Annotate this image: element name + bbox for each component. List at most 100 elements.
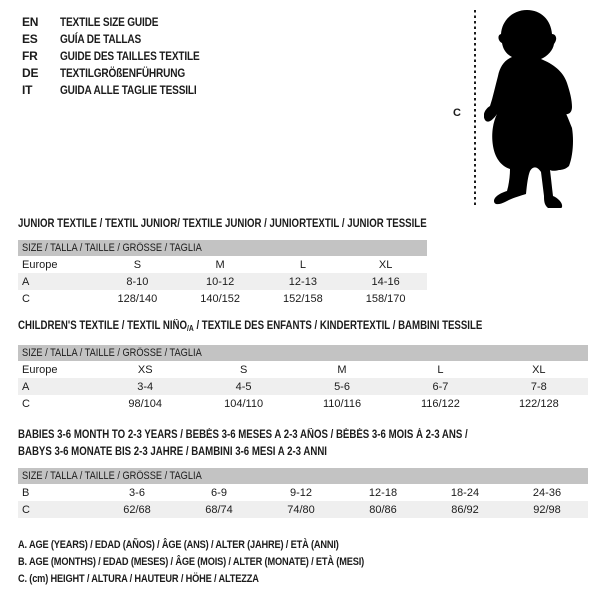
junior-table-rows: Europe S M L XL A 8-10 10-12 12-13 14-16… [18,256,427,307]
legend-line-c-text: C. (cm) HEIGHT / ALTURA / HAUTEUR / HÖHE… [18,573,259,585]
size-cell: 74/80 [287,503,315,516]
size-cell: 62/68 [123,503,151,516]
legend-line-c: C. (cm) HEIGHT / ALTURA / HAUTEUR / HÖHE… [18,571,430,588]
babies-title-line2-text: BABYS 3-6 MONATE BIS 2-3 JAHRE / BAMBINI… [18,446,327,458]
size-cell: 158/170 [365,292,406,305]
junior-table-title-text: JUNIOR TEXTILE / TEXTIL JUNIOR/ TEXTILE … [18,218,427,230]
language-title: TEXTILE SIZE GUIDE [60,14,159,29]
children-title-subscript: /A [187,324,194,333]
size-header-text: SIZE / TALLA / TAILLE / GRÖSSE / TAGLIA [22,470,202,482]
size-cell: 7-8 [530,380,547,393]
size-cell: XS [137,363,153,376]
row-label-cell: C [22,397,30,410]
size-cell: L [437,363,444,376]
size-cell: 140/152 [200,292,240,305]
language-title: GUIDE DES TAILLES TEXTILE [60,48,200,63]
babies-table-rows: B 3-6 6-9 9-12 12-18 18-24 24-36 C 62/68… [18,484,588,518]
toddler-silhouette-image [484,10,573,208]
measurement-legend: A. AGE (YEARS) / EDAD (AÑOS) / ÂGE (ANS)… [18,537,430,588]
size-cell: 104/110 [224,397,264,410]
size-header-bar: SIZE / TALLA / TAILLE / GRÖSSE / TAGLIA [18,240,427,256]
size-header-text: SIZE / TALLA / TAILLE / GRÖSSE / TAGLIA [22,347,202,359]
row-label-cell: C [22,292,30,305]
size-cell: 10-12 [206,275,235,288]
row-label-cell: Europe [22,363,58,376]
size-cell: 80/86 [369,503,397,516]
size-cell: M [215,258,225,271]
junior-table-title: JUNIOR TEXTILE / TEXTIL JUNIOR/ TEXTILE … [18,216,504,232]
size-cell: 14-16 [371,275,400,288]
size-cell: 8-10 [126,275,149,288]
language-row: ES GUÍA DE TALLAS [22,30,226,47]
size-cell: 18-24 [450,486,480,499]
size-cell: 6-7 [432,380,449,393]
size-cell: 6-9 [211,486,227,499]
table-row: B 3-6 6-9 9-12 12-18 18-24 24-36 [18,484,588,501]
size-cell: 9-12 [289,486,313,499]
size-cell: 24-36 [532,486,562,499]
table-row: Europe XS S M L XL [18,361,588,378]
size-cell: 98/104 [128,397,163,410]
legend-line-b: B. AGE (MONTHS) / EDAD (MESES) / ÂGE (MO… [18,554,430,571]
row-label-cell: C [22,503,30,516]
language-code: ES [22,31,38,46]
size-cell: 12-13 [288,275,317,288]
size-cell: 3-6 [129,486,145,499]
language-row: EN TEXTILE SIZE GUIDE [22,13,226,30]
row-label-cell: A [22,380,30,393]
size-header-text: SIZE / TALLA / TAILLE / GRÖSSE / TAGLIA [22,242,202,254]
size-cell: 152/158 [282,292,323,305]
language-title: GUIDA ALLE TAGLIE TESSILI [60,82,197,97]
size-cell: 128/140 [117,292,158,305]
size-cell: S [239,363,248,376]
children-size-table: SIZE / TALLA / TAILLE / GRÖSSE / TAGLIA … [18,345,588,412]
legend-line-a-text: A. AGE (YEARS) / EDAD (AÑOS) / ÂGE (ANS)… [18,539,339,551]
children-table-title-text: CHILDREN'S TEXTILE / TEXTIL NIÑO/A / TEX… [18,318,482,337]
table-row: A 8-10 10-12 12-13 14-16 [18,273,427,290]
table-row: C 98/104 104/110 110/116 116/122 122/128 [18,395,588,412]
size-cell: XL [532,363,546,376]
language-row: DE TEXTILGRÖßENFÜHRUNG [22,64,226,81]
children-table-rows: Europe XS S M L XL A 3-4 4-5 5-6 6-7 7-8… [18,361,588,412]
table-row: C 128/140 140/152 152/158 158/170 [18,290,427,307]
size-cell: S [133,258,142,271]
size-header-bar: SIZE / TALLA / TAILLE / GRÖSSE / TAGLIA [18,345,588,361]
babies-title-line1-text: BABIES 3-6 MONTH TO 2-3 YEARS / BEBÉS 3-… [18,429,468,441]
size-cell: 12-18 [368,486,398,499]
legend-line-a: A. AGE (YEARS) / EDAD (AÑOS) / ÂGE (ANS)… [18,537,430,554]
babies-size-table: SIZE / TALLA / TAILLE / GRÖSSE / TAGLIA … [18,468,588,518]
language-title: GUÍA DE TALLAS [60,31,142,46]
children-title-prefix: CHILDREN'S TEXTILE / TEXTIL NIÑO [18,320,188,332]
table-row: A 3-4 4-5 5-6 6-7 7-8 [18,378,588,395]
table-row: Europe S M L XL [18,256,427,273]
row-label-cell: B [22,486,30,499]
language-code: DE [22,65,39,80]
language-row: IT GUIDA ALLE TAGLIE TESSILI [22,81,226,98]
size-cell: 122/128 [518,397,559,410]
table-row: C 62/68 68/74 74/80 80/86 86/92 92/98 [18,501,588,518]
language-row: FR GUIDE DES TAILLES TEXTILE [22,47,226,64]
size-cell: 110/116 [322,397,362,410]
size-cell: 116/122 [420,397,460,410]
children-table-title: CHILDREN'S TEXTILE / TEXTIL NIÑO/A / TEX… [18,318,571,337]
size-cell: M [337,363,347,376]
size-cell: 92/98 [533,503,561,516]
size-cell: 4-5 [235,380,252,393]
size-cell: 3-4 [137,380,154,393]
height-measure-label: C [453,107,461,119]
language-title-list: EN TEXTILE SIZE GUIDE ES GUÍA DE TALLAS … [22,13,226,98]
junior-size-table: SIZE / TALLA / TAILLE / GRÖSSE / TAGLIA … [18,240,427,307]
height-measure-line [474,10,476,206]
language-code: FR [22,48,38,63]
size-cell: L [299,258,306,271]
babies-table-title-line2: BABYS 3-6 MONATE BIS 2-3 JAHRE / BAMBINI… [18,444,386,460]
size-cell: XL [378,258,393,271]
row-label-cell: Europe [22,258,58,271]
language-code: EN [22,14,39,29]
row-label-cell: A [22,275,30,288]
babies-table-title-line1: BABIES 3-6 MONTH TO 2-3 YEARS / BEBÉS 3-… [18,427,553,443]
legend-line-b-text: B. AGE (MONTHS) / EDAD (MESES) / ÂGE (MO… [18,556,365,568]
size-cell: 68/74 [205,503,233,516]
size-header-bar: SIZE / TALLA / TAILLE / GRÖSSE / TAGLIA [18,468,588,484]
